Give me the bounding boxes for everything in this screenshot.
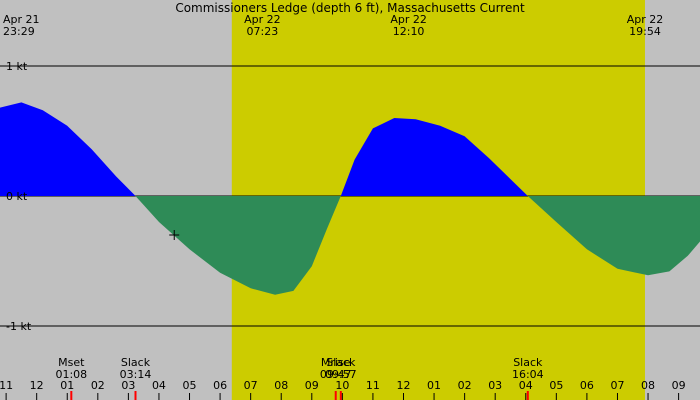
event-name-1: Slack: [121, 356, 151, 369]
hour-tick-label: 02: [458, 379, 472, 392]
header-date-1: Apr 22: [244, 13, 281, 26]
hour-tick-label: 03: [488, 379, 502, 392]
hour-tick-label: 02: [91, 379, 105, 392]
hour-tick-label: 10: [335, 379, 349, 392]
hour-tick-label: 01: [427, 379, 441, 392]
y-tick-labels: 1 kt 0 kt -1 kt: [6, 60, 32, 333]
flood-area: [0, 102, 700, 196]
bottom-time-axis: 11 12 01 02 03 04 05 06 07 08 09 10 11 12 01 02 03 04 05 06…: [0, 379, 686, 400]
event-name-3: Slack: [326, 356, 356, 369]
header-time-3: 19:54: [629, 25, 661, 38]
event-time-3: 09:57: [325, 368, 357, 381]
hour-tick-label: 07: [610, 379, 624, 392]
header-time-0: 23:29: [3, 25, 35, 38]
event-name-0: Mset: [58, 356, 85, 369]
ebb-area: [0, 196, 700, 295]
header-date-2: Apr 22: [390, 13, 427, 26]
hour-tick-label: 07: [244, 379, 258, 392]
event-time-4: 16:04: [512, 368, 544, 381]
event-name-4: Slack: [513, 356, 543, 369]
event-time-1: 03:14: [120, 368, 152, 381]
hour-tick-label: 05: [549, 379, 563, 392]
hour-tick-label: 12: [396, 379, 410, 392]
hour-tick-label: 09: [672, 379, 686, 392]
hour-tick-label: 06: [213, 379, 227, 392]
event-time-2: 09:47: [320, 368, 352, 381]
hour-tick-label: 11: [0, 379, 13, 392]
y-tick-label: 1 kt: [6, 60, 28, 73]
y-tick-label: 0 kt: [6, 190, 28, 203]
event-time-0: 01:08: [55, 368, 87, 381]
header-time-2: 12:10: [393, 25, 425, 38]
header-date-3: Apr 22: [627, 13, 664, 26]
hour-tick-label: 09: [305, 379, 319, 392]
hour-tick-label: 04: [519, 379, 533, 392]
hour-tick-label: 08: [641, 379, 655, 392]
header-date-0: Apr 21: [3, 13, 40, 26]
hour-tick-label: 05: [183, 379, 197, 392]
hour-tick-label: 12: [30, 379, 44, 392]
hour-tick-label: 11: [366, 379, 380, 392]
hour-tick-label: 04: [152, 379, 166, 392]
chart-title: Commissioners Ledge (depth 6 ft), Massac…: [175, 1, 525, 15]
hour-tick-label: 03: [121, 379, 135, 392]
hour-tick-label: 01: [60, 379, 74, 392]
header-time-1: 07:23: [247, 25, 279, 38]
event-name-2: Mrise: [321, 356, 351, 369]
crosshair-marker: [169, 230, 180, 240]
event-labels: Mset01:08Slack03:14Mrise09:47Slack09:57S…: [55, 356, 544, 400]
hour-tick-label: 06: [580, 379, 594, 392]
y-tick-label: -1 kt: [6, 320, 32, 333]
hour-tick-label: 08: [274, 379, 288, 392]
